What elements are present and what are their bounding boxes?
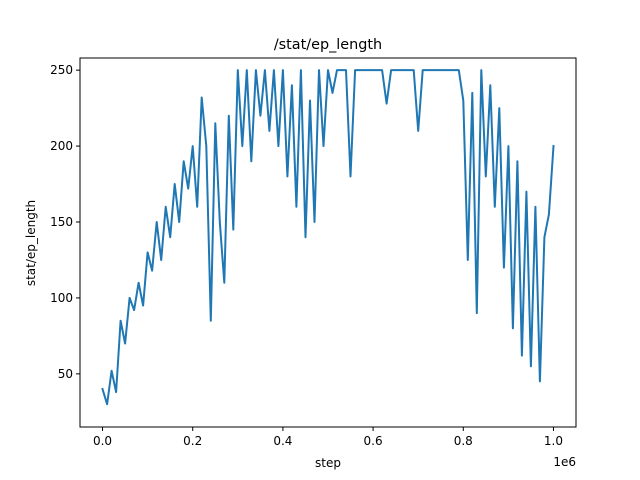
x-axis-label: step <box>315 456 341 470</box>
x-tick-label: 0.0 <box>93 434 112 448</box>
y-tick-label: 100 <box>50 291 73 305</box>
x-tick-label: 0.2 <box>183 434 202 448</box>
chart-title: /stat/ep_length <box>274 37 382 53</box>
y-tick-label: 50 <box>58 367 73 381</box>
axes: 0.0 0.2 0.4 0.6 0.8 1.0 50 100 150 200 250 <box>50 57 577 448</box>
y-tick-label: 150 <box>50 215 73 229</box>
x-tick-label: 0.8 <box>454 434 473 448</box>
x-tick-label: 0.4 <box>273 434 292 448</box>
series-line-0 <box>101 69 555 406</box>
y-axis-label: stat/ep_length <box>24 200 38 286</box>
plot-area <box>101 69 555 406</box>
y-tick-label: 200 <box>50 139 73 153</box>
x-offset-label: 1e6 <box>553 455 576 469</box>
y-tick-label: 250 <box>50 63 73 77</box>
axes-frame <box>79 57 577 428</box>
x-tick-label: 0.6 <box>364 434 383 448</box>
x-tick-label: 1.0 <box>544 434 563 448</box>
